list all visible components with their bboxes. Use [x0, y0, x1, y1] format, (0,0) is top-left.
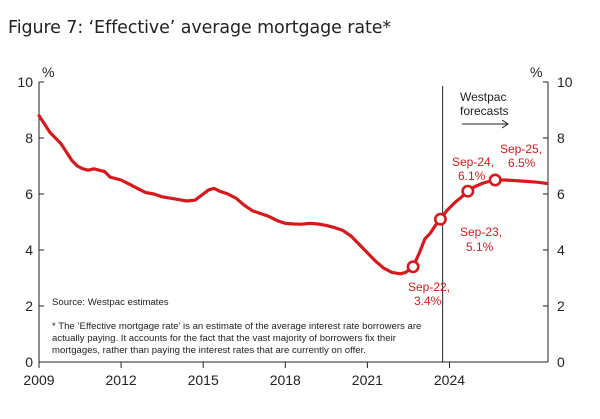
annotation-sep22-line2: 3.4%	[414, 294, 442, 308]
data-marker-3	[488, 173, 502, 187]
y-tick-label-left-6: 6	[25, 186, 33, 202]
y-ticks-left: 0 2 4 6 8 10	[17, 74, 44, 370]
y-tick-label-left-0: 0	[25, 354, 33, 370]
figure-title: Figure 7: ‘Effective’ average mortgage r…	[8, 18, 392, 38]
footnote-line-2: actually paying. It accounts for the fac…	[52, 333, 397, 344]
forecast-label-line1: Westpac	[460, 90, 506, 104]
annotation-sep22-line1: Sep-22,	[408, 280, 450, 294]
y-tick-label-right-4: 4	[557, 242, 565, 258]
footnote-line-1: * The ‘Effective mortgage rate’ is an es…	[52, 321, 421, 332]
y-tick-label-left-10: 10	[17, 74, 33, 90]
data-marker-0	[406, 260, 420, 274]
data-marker-1	[433, 212, 447, 226]
y-tick-label-right-6: 6	[557, 186, 565, 202]
y-tick-label-left-8: 8	[25, 130, 33, 146]
source-note: Source: Westpac estimates	[52, 297, 169, 308]
y-tick-label-right-8: 8	[557, 130, 565, 146]
data-marker-2	[461, 184, 475, 198]
x-tick-label-2012: 2012	[106, 372, 137, 388]
x-ticks: 2009 2012 2015 2018 2021 2024	[23, 362, 465, 388]
annotation-sep24-line2: 6.1%	[458, 169, 486, 183]
footnote-line-3: mortgages, rather than paying the intere…	[52, 345, 366, 356]
x-tick-label-2018: 2018	[270, 372, 301, 388]
annotation-sep23-line2: 5.1%	[466, 240, 494, 254]
y-ticks-right: 0 2 4 6 8 10	[543, 74, 573, 370]
annotation-sep24-line1: Sep-24,	[452, 155, 494, 169]
y-tick-label-right-0: 0	[557, 354, 565, 370]
unit-left: %	[42, 64, 54, 80]
forecast-arrow-head	[501, 119, 509, 129]
x-tick-label-2009: 2009	[23, 372, 54, 388]
series-line-mortgage-rate	[37, 114, 549, 276]
x-tick-label-2024: 2024	[434, 372, 465, 388]
x-tick-label-2021: 2021	[352, 372, 383, 388]
x-tick-label-2015: 2015	[188, 372, 219, 388]
data-markers	[406, 173, 502, 274]
annotation-sep23-line1: Sep-23,	[460, 225, 502, 239]
y-tick-label-left-2: 2	[25, 298, 33, 314]
annotation-sep25-line1: Sep-25,	[500, 142, 542, 156]
y-tick-label-right-10: 10	[557, 74, 573, 90]
forecast-label-line2: forecasts	[460, 104, 509, 118]
y-tick-label-right-2: 2	[557, 298, 565, 314]
unit-right: %	[530, 64, 542, 80]
y-tick-label-left-4: 4	[25, 242, 33, 258]
annotation-sep25-line2: 6.5%	[508, 156, 536, 170]
